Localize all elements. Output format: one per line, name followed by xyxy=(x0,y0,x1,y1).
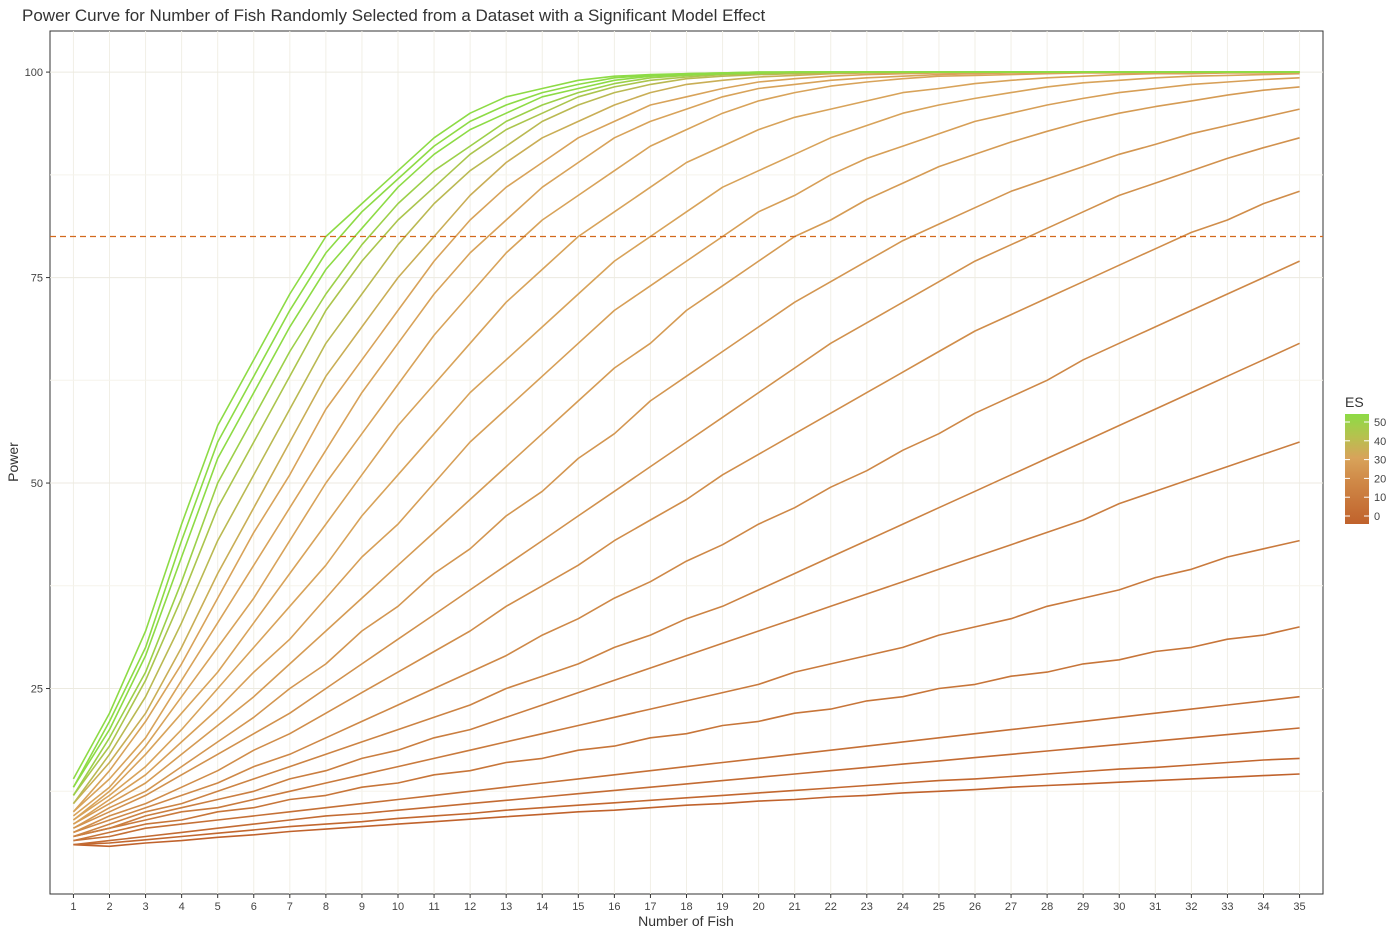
series-line-es-14 xyxy=(73,342,1300,838)
x-tick-label: 31 xyxy=(1149,901,1161,913)
legend-tick-label: 30 xyxy=(1374,455,1386,467)
chart-title: Power Curve for Number of Fish Randomly … xyxy=(22,6,766,25)
series-line-es-4 xyxy=(73,727,1300,846)
series-line-es-50 xyxy=(72,71,1300,780)
x-tick-label: 8 xyxy=(323,901,329,913)
x-tick-label: 10 xyxy=(392,901,404,913)
x-tick-label: 3 xyxy=(143,901,149,913)
x-tick-label: 32 xyxy=(1185,901,1197,913)
series-line-es-16 xyxy=(73,260,1300,834)
x-tick-label: 29 xyxy=(1077,901,1089,913)
x-tick-label: 2 xyxy=(106,901,112,913)
x-tick-label: 14 xyxy=(536,901,548,913)
legend-tick-label: 10 xyxy=(1374,492,1386,504)
x-tick-label: 28 xyxy=(1041,901,1053,913)
y-tick-label: 50 xyxy=(31,478,43,490)
series-line-es-10 xyxy=(73,539,1300,838)
legend-colorbar xyxy=(1345,414,1369,524)
x-tick-label: 12 xyxy=(464,901,476,913)
x-tick-label: 30 xyxy=(1113,901,1125,913)
x-tick-label: 25 xyxy=(933,901,945,913)
y-axis: 25 50 75 100 xyxy=(25,67,50,696)
x-tick-label: 13 xyxy=(500,901,512,913)
gridlines xyxy=(50,31,1323,894)
x-tick-label: 5 xyxy=(215,901,221,913)
series-line-es-20 xyxy=(73,137,1300,829)
x-tick-label: 34 xyxy=(1257,901,1269,913)
x-tick-label: 7 xyxy=(287,901,293,913)
series-line-es-18 xyxy=(73,190,1300,834)
x-tick-label: 11 xyxy=(428,901,439,913)
y-tick-label: 25 xyxy=(31,684,43,696)
x-tick-label: 27 xyxy=(1005,901,1017,913)
x-tick-label: 15 xyxy=(572,901,584,913)
legend: ES 50 40 30 20 10 0 xyxy=(1345,394,1386,524)
legend-tick-label: 50 xyxy=(1374,417,1386,429)
x-tick-label: 22 xyxy=(825,901,837,913)
x-axis-title: Number of Fish xyxy=(638,913,734,929)
x-tick-label: 16 xyxy=(608,901,620,913)
series-line-es-0 xyxy=(73,773,1300,848)
series-line-es-12 xyxy=(73,441,1300,838)
series-line-es-30 xyxy=(72,72,1300,821)
series-line-es-26 xyxy=(72,77,1300,825)
x-tick-label: 6 xyxy=(251,901,257,913)
x-tick-label: 9 xyxy=(359,901,365,913)
x-tick-label: 19 xyxy=(716,901,728,913)
series-line-es-2 xyxy=(73,757,1300,846)
series-line-es-6 xyxy=(73,695,1300,842)
x-tick-label: 20 xyxy=(752,901,764,913)
series-line-es-8 xyxy=(73,626,1300,842)
series-line-es-24 xyxy=(73,86,1300,825)
x-tick-label: 24 xyxy=(897,901,909,913)
y-axis-title: Power xyxy=(5,442,21,482)
legend-tick-label: 40 xyxy=(1374,436,1386,448)
x-tick-label: 35 xyxy=(1293,901,1305,913)
x-tick-label: 17 xyxy=(644,901,656,913)
x-axis: 1 2 3 4 5 6 7 8 9 10 11 12 13 14 15 16 17 18 19 20 21 22 23 24 2… xyxy=(70,894,1306,913)
legend-tick-label: 0 xyxy=(1374,511,1380,523)
legend-tick-label: 20 xyxy=(1374,473,1386,485)
x-tick-label: 23 xyxy=(861,901,873,913)
y-tick-label: 100 xyxy=(25,67,43,79)
legend-ticks: 50 40 30 20 10 0 xyxy=(1345,417,1386,523)
x-tick-label: 33 xyxy=(1221,901,1233,913)
series-lines xyxy=(72,71,1300,848)
x-tick-label: 4 xyxy=(179,901,185,913)
series-line-es-22 xyxy=(73,108,1300,829)
x-tick-label: 26 xyxy=(969,901,981,913)
x-tick-label: 1 xyxy=(70,901,76,913)
x-tick-label: 18 xyxy=(680,901,692,913)
x-tick-label: 21 xyxy=(789,901,801,913)
legend-title: ES xyxy=(1345,394,1364,410)
y-tick-label: 75 xyxy=(31,273,43,285)
series-line-es-28 xyxy=(72,72,1300,821)
